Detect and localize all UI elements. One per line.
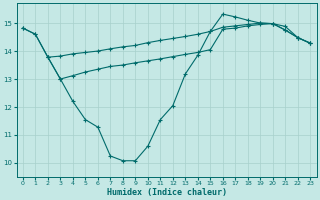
X-axis label: Humidex (Indice chaleur): Humidex (Indice chaleur)	[107, 188, 227, 197]
